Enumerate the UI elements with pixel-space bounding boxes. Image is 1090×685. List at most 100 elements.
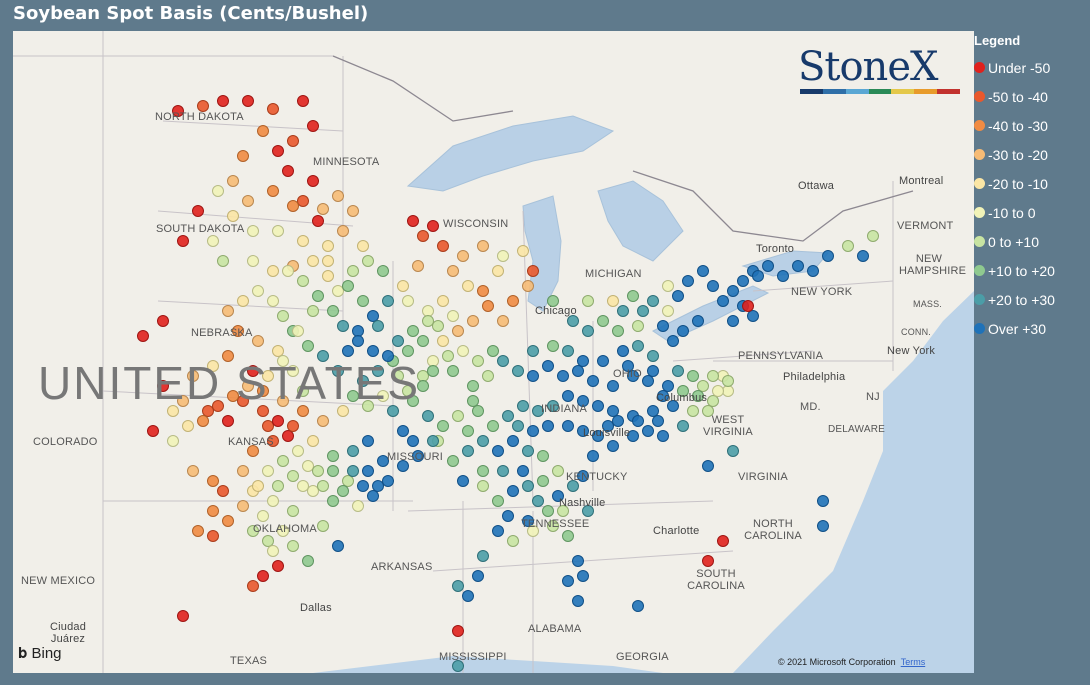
basis-point[interactable]: [337, 405, 349, 417]
basis-point[interactable]: [437, 420, 449, 432]
basis-point[interactable]: [357, 240, 369, 252]
basis-point[interactable]: [262, 370, 274, 382]
basis-point[interactable]: [227, 175, 239, 187]
basis-point[interactable]: [222, 415, 234, 427]
basis-point[interactable]: [552, 465, 564, 477]
basis-point[interactable]: [362, 400, 374, 412]
basis-point[interactable]: [287, 540, 299, 552]
basis-point[interactable]: [187, 370, 199, 382]
basis-point[interactable]: [297, 385, 309, 397]
basis-point[interactable]: [352, 335, 364, 347]
basis-point[interactable]: [442, 350, 454, 362]
basis-point[interactable]: [297, 235, 309, 247]
basis-point[interactable]: [497, 355, 509, 367]
basis-point[interactable]: [667, 335, 679, 347]
basis-point[interactable]: [477, 550, 489, 562]
basis-point[interactable]: [527, 265, 539, 277]
basis-point[interactable]: [332, 365, 344, 377]
basis-point[interactable]: [707, 280, 719, 292]
basis-point[interactable]: [467, 315, 479, 327]
basis-point[interactable]: [367, 310, 379, 322]
basis-point[interactable]: [282, 165, 294, 177]
basis-point[interactable]: [632, 415, 644, 427]
basis-point[interactable]: [262, 465, 274, 477]
basis-point[interactable]: [257, 510, 269, 522]
basis-point[interactable]: [302, 340, 314, 352]
basis-point[interactable]: [287, 200, 299, 212]
basis-point[interactable]: [607, 380, 619, 392]
basis-point[interactable]: [277, 395, 289, 407]
basis-point[interactable]: [867, 230, 879, 242]
basis-point[interactable]: [212, 400, 224, 412]
basis-point[interactable]: [437, 295, 449, 307]
basis-point[interactable]: [312, 290, 324, 302]
bing-logo[interactable]: 𝐛 Bing: [18, 645, 62, 662]
basis-point[interactable]: [362, 255, 374, 267]
legend-item[interactable]: +10 to +20: [974, 256, 1090, 285]
basis-point[interactable]: [192, 525, 204, 537]
basis-point[interactable]: [287, 470, 299, 482]
basis-point[interactable]: [407, 435, 419, 447]
legend-item[interactable]: 0 to +10: [974, 227, 1090, 256]
basis-point[interactable]: [352, 325, 364, 337]
basis-point[interactable]: [247, 365, 259, 377]
basis-point[interactable]: [277, 525, 289, 537]
basis-point[interactable]: [282, 430, 294, 442]
basis-point[interactable]: [252, 480, 264, 492]
basis-point[interactable]: [557, 370, 569, 382]
basis-point[interactable]: [777, 270, 789, 282]
basis-point[interactable]: [677, 385, 689, 397]
basis-point[interactable]: [352, 500, 364, 512]
basis-point[interactable]: [527, 345, 539, 357]
basis-point[interactable]: [297, 195, 309, 207]
basis-point[interactable]: [292, 445, 304, 457]
basis-point[interactable]: [247, 225, 259, 237]
basis-point[interactable]: [322, 240, 334, 252]
basis-point[interactable]: [502, 510, 514, 522]
basis-point[interactable]: [507, 535, 519, 547]
basis-point[interactable]: [277, 310, 289, 322]
basis-point[interactable]: [237, 395, 249, 407]
basis-point[interactable]: [647, 405, 659, 417]
basis-point[interactable]: [412, 260, 424, 272]
basis-point[interactable]: [682, 275, 694, 287]
basis-point[interactable]: [587, 450, 599, 462]
basis-point[interactable]: [287, 365, 299, 377]
basis-point[interactable]: [217, 95, 229, 107]
basis-point[interactable]: [157, 380, 169, 392]
basis-point[interactable]: [422, 305, 434, 317]
basis-point[interactable]: [497, 250, 509, 262]
basis-point[interactable]: [517, 245, 529, 257]
basis-point[interactable]: [427, 365, 439, 377]
basis-point[interactable]: [752, 270, 764, 282]
basis-point[interactable]: [677, 325, 689, 337]
basis-point[interactable]: [462, 445, 474, 457]
basis-point[interactable]: [447, 455, 459, 467]
basis-point[interactable]: [437, 335, 449, 347]
basis-point[interactable]: [252, 335, 264, 347]
basis-point[interactable]: [277, 355, 289, 367]
basis-point[interactable]: [307, 485, 319, 497]
basis-point[interactable]: [642, 425, 654, 437]
basis-point[interactable]: [702, 555, 714, 567]
basis-point[interactable]: [177, 235, 189, 247]
basis-point[interactable]: [337, 485, 349, 497]
basis-point[interactable]: [307, 305, 319, 317]
basis-point[interactable]: [372, 480, 384, 492]
basis-point[interactable]: [517, 400, 529, 412]
basis-point[interactable]: [627, 370, 639, 382]
basis-point[interactable]: [297, 275, 309, 287]
basis-point[interactable]: [222, 350, 234, 362]
basis-point[interactable]: [492, 445, 504, 457]
basis-point[interactable]: [377, 455, 389, 467]
basis-point[interactable]: [427, 435, 439, 447]
basis-point[interactable]: [452, 410, 464, 422]
basis-point[interactable]: [257, 125, 269, 137]
basis-point[interactable]: [522, 480, 534, 492]
basis-point[interactable]: [397, 425, 409, 437]
basis-point[interactable]: [807, 265, 819, 277]
basis-point[interactable]: [572, 595, 584, 607]
basis-point[interactable]: [532, 495, 544, 507]
basis-point[interactable]: [592, 400, 604, 412]
basis-point[interactable]: [372, 365, 384, 377]
